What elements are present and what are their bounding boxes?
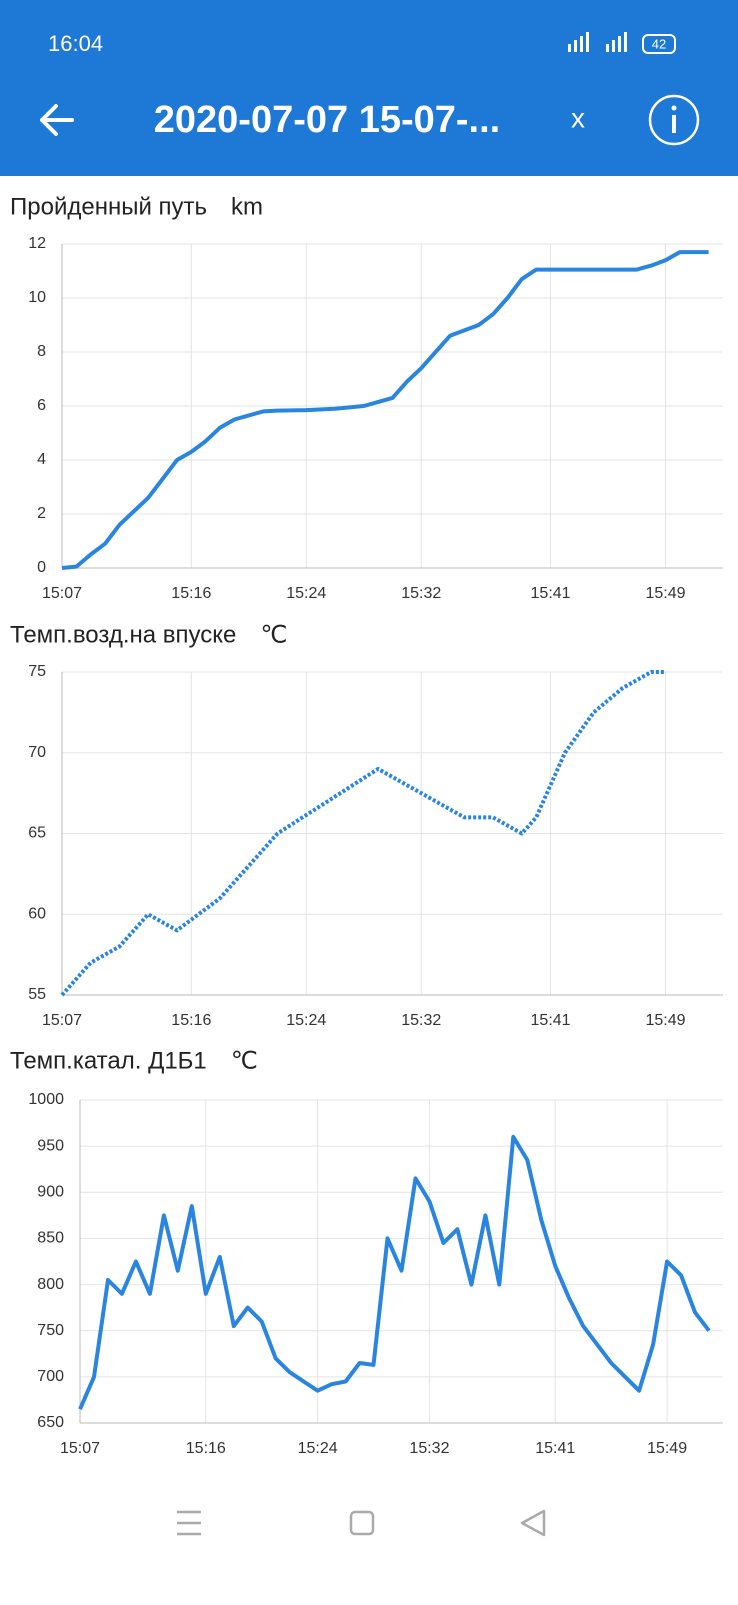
x-tick-label: 15:16	[186, 1440, 226, 1457]
data-line	[60, 670, 666, 997]
x-tick-label: 15:49	[647, 1440, 687, 1457]
x-tick-label: 15:32	[409, 1440, 449, 1457]
chart-title: Пройденный путь	[10, 193, 207, 220]
back-button[interactable]	[40, 104, 74, 136]
x-tick-label: 15:07	[42, 1012, 82, 1029]
chart-unit: ℃	[231, 1047, 258, 1074]
y-tick-label: 70	[28, 744, 46, 761]
x-tick-label: 15:07	[42, 585, 82, 602]
info-button[interactable]	[648, 94, 700, 146]
chart-unit: ℃	[260, 621, 287, 648]
y-tick-label: 8	[37, 343, 46, 360]
battery-level: 42	[652, 36, 666, 51]
data-line	[78, 1134, 711, 1410]
chart-unit: km	[231, 193, 263, 220]
close-button[interactable]: x	[571, 102, 585, 133]
x-tick-label: 15:41	[531, 585, 571, 602]
header-title: 2020-07-07 15-07-...	[154, 99, 500, 141]
data-line	[61, 250, 709, 570]
y-tick-label: 800	[37, 1276, 64, 1293]
y-tick-label: 650	[37, 1414, 64, 1431]
chart-title: Темп.катал. Д1Б1	[10, 1047, 207, 1074]
home-button[interactable]	[349, 1510, 375, 1536]
y-tick-label: 2	[37, 505, 46, 522]
x-tick-label: 15:32	[401, 585, 441, 602]
chart-title: Темп.возд.на впуске	[10, 621, 236, 648]
y-tick-label: 950	[37, 1137, 64, 1154]
y-tick-label: 750	[37, 1322, 64, 1339]
x-tick-label: 15:41	[531, 1012, 571, 1029]
y-tick-label: 65	[28, 825, 46, 842]
y-tick-label: 60	[28, 905, 46, 922]
battery-icon	[642, 34, 676, 54]
x-tick-label: 15:49	[645, 585, 685, 602]
nav-bar	[177, 1509, 546, 1537]
x-tick-label: 15:24	[286, 585, 326, 602]
x-tick-label: 15:41	[535, 1440, 575, 1457]
y-tick-label: 700	[37, 1368, 64, 1385]
y-tick-label: 850	[37, 1230, 64, 1247]
nav-back-button[interactable]	[520, 1509, 546, 1537]
y-tick-label: 6	[37, 397, 46, 414]
y-tick-label: 0	[37, 559, 46, 576]
x-tick-label: 15:07	[60, 1440, 100, 1457]
x-tick-label: 15:32	[401, 1012, 441, 1029]
y-tick-label: 900	[37, 1184, 64, 1201]
x-tick-label: 15:16	[171, 585, 211, 602]
y-tick-label: 4	[37, 451, 46, 468]
y-tick-label: 75	[28, 663, 46, 680]
x-tick-label: 15:24	[286, 1012, 326, 1029]
y-tick-label: 55	[28, 986, 46, 1003]
status-time: 16:04	[48, 31, 103, 56]
menu-button[interactable]	[177, 1510, 201, 1536]
app-bar	[0, 0, 738, 176]
y-tick-label: 10	[28, 289, 46, 306]
x-tick-label: 15:24	[298, 1440, 338, 1457]
y-tick-label: 1000	[28, 1091, 64, 1108]
y-tick-label: 12	[28, 235, 46, 252]
signal-icons	[568, 32, 627, 52]
x-tick-label: 15:16	[171, 1012, 211, 1029]
x-tick-label: 15:49	[645, 1012, 685, 1029]
